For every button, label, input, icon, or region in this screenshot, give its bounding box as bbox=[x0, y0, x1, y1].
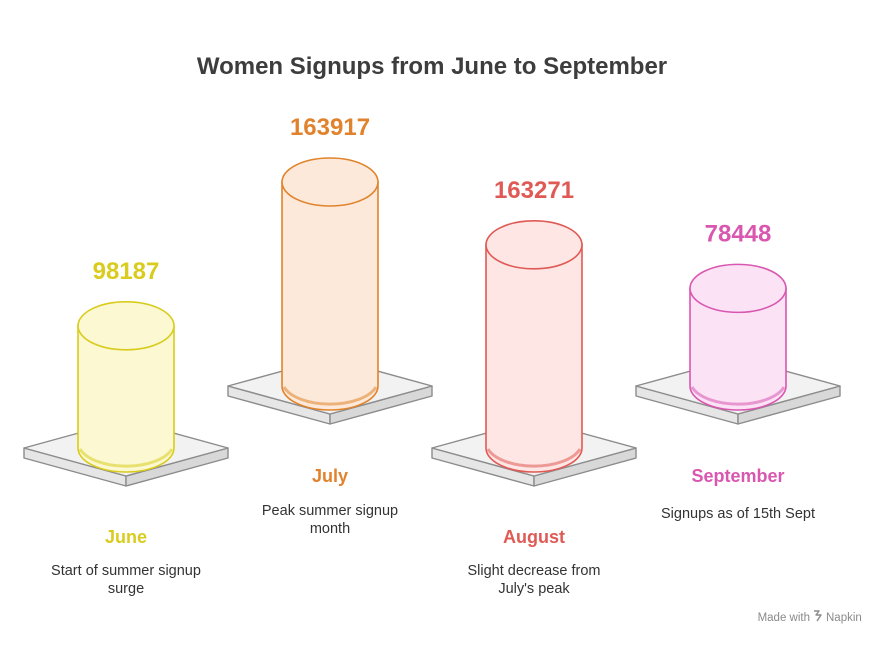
napkin-logo-icon bbox=[814, 610, 822, 622]
bar-base-rim bbox=[282, 386, 378, 406]
bar-group-september: 78448 September Signups as of 15th Sept bbox=[635, 220, 841, 522]
chart-title: Women Signups from June to September bbox=[197, 53, 667, 80]
category-label: June bbox=[105, 527, 147, 547]
watermark-prefix: Made with bbox=[758, 612, 810, 624]
bar-group-july: 163917 July Peak summer signup month bbox=[227, 114, 433, 537]
bar bbox=[281, 181, 379, 411]
bar-top bbox=[689, 263, 787, 314]
bars: 98187 June Start of summer signup surge 1639… bbox=[23, 114, 841, 597]
data-label: 78448 bbox=[705, 220, 772, 247]
data-label: 163271 bbox=[494, 177, 574, 204]
bar-base-rim bbox=[690, 386, 786, 406]
category-description: surge bbox=[108, 581, 144, 597]
bar bbox=[77, 325, 175, 473]
bar bbox=[689, 287, 787, 411]
watermark-brand: Napkin bbox=[826, 612, 862, 624]
bar-top bbox=[77, 301, 175, 351]
bar-group-june: 98187 June Start of summer signup surge bbox=[23, 258, 229, 597]
bar-base-rim bbox=[78, 448, 174, 468]
category-description: July's peak bbox=[498, 581, 570, 597]
data-label: 98187 bbox=[93, 258, 160, 285]
bar-group-august: 163271 August Slight decrease from July's p… bbox=[431, 177, 637, 597]
category-description: Signups as of 15th Sept bbox=[661, 506, 815, 522]
category-description: Peak summer signup bbox=[262, 503, 398, 519]
category-label: July bbox=[312, 466, 348, 486]
category-description: Slight decrease from bbox=[468, 563, 601, 579]
bar bbox=[485, 244, 583, 473]
category-description: Start of summer signup bbox=[51, 563, 201, 579]
category-label: August bbox=[503, 527, 565, 547]
category-label: September bbox=[691, 466, 784, 486]
bar-top bbox=[485, 220, 583, 270]
category-description: month bbox=[310, 521, 350, 537]
data-label: 163917 bbox=[290, 114, 370, 141]
bar-top bbox=[281, 157, 379, 207]
bar-base-rim bbox=[486, 448, 582, 468]
watermark: Made with Napkin bbox=[758, 610, 862, 624]
